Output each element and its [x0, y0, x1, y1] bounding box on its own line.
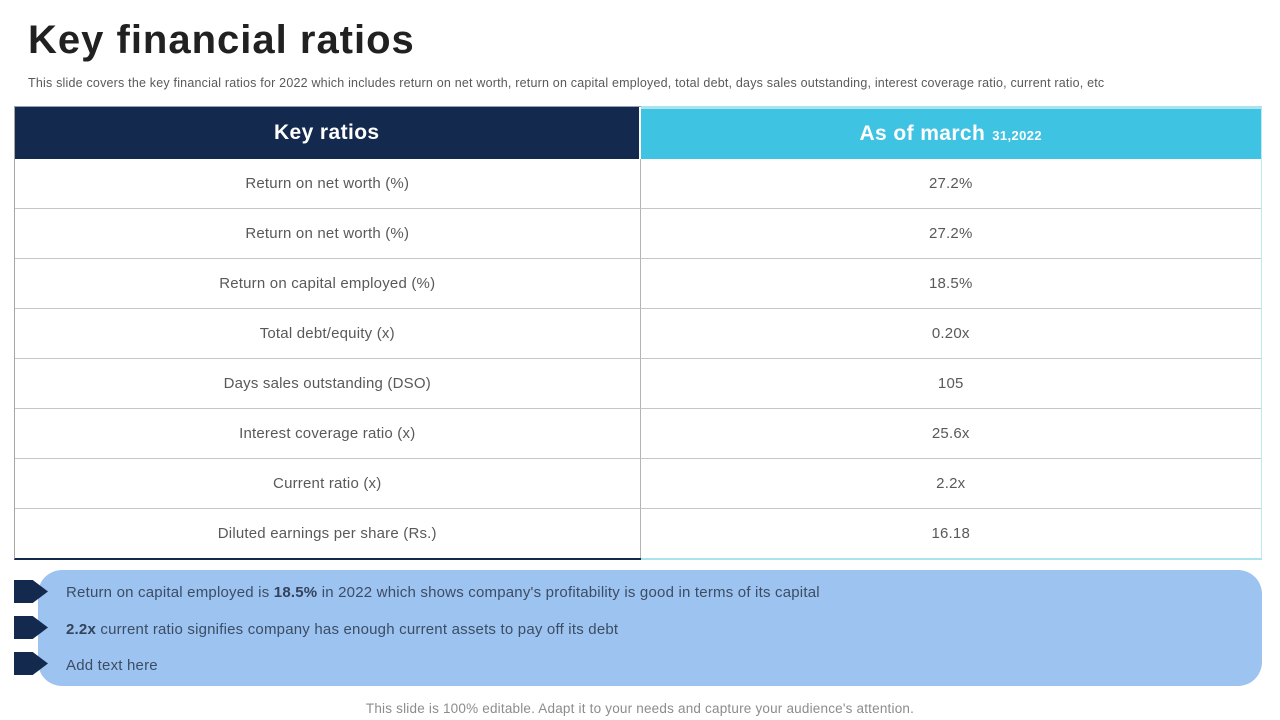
bullet-text-post: current ratio signifies company has enou… — [96, 621, 619, 638]
table-header-key-ratios: Key ratios — [15, 107, 641, 159]
row-label: Return on capital employed (%) — [15, 259, 641, 309]
arrow-right-icon — [14, 580, 48, 603]
footer-note: This slide is 100% editable. Adapt it to… — [365, 701, 915, 716]
callout-bullet-placeholder: Add text here — [66, 657, 158, 674]
row-value: 16.18 — [640, 509, 1261, 558]
row-label: Total debt/equity (x) — [15, 309, 641, 359]
callout-bullet: Return on capital employed is 18.5% in 2… — [66, 584, 820, 601]
arrow-right-icon — [14, 616, 48, 639]
row-value: 25.6x — [640, 409, 1261, 459]
row-label: Diluted earnings per share (Rs.) — [15, 509, 641, 558]
callout-bullet: 2.2x current ratio signifies company has… — [66, 621, 618, 638]
row-label: Interest coverage ratio (x) — [15, 409, 641, 459]
row-value: 0.20x — [640, 309, 1261, 359]
ratios-table-label-column: Key ratios Return on net worth (%) Retur… — [14, 106, 641, 560]
row-label: Current ratio (x) — [15, 459, 641, 509]
callout-box — [38, 570, 1262, 686]
arrow-right-icon — [14, 652, 48, 675]
table-header-date: As of march 31,2022 — [640, 109, 1261, 159]
ratios-table-value-column: As of march 31,2022 27.2% 27.2% 18.5% 0.… — [640, 106, 1262, 560]
bullet-text-pre: Return on capital employed is — [66, 584, 274, 601]
page-subtitle: This slide covers the key financial rati… — [28, 76, 1105, 90]
row-value: 27.2% — [640, 209, 1261, 259]
row-value: 105 — [640, 359, 1261, 409]
page-title: Key financial ratios — [28, 18, 415, 62]
row-label: Return on net worth (%) — [15, 209, 641, 259]
ratios-table: Key ratios Return on net worth (%) Retur… — [14, 106, 1262, 560]
bullet-text-pre: Add text here — [66, 657, 158, 674]
row-label: Days sales outstanding (DSO) — [15, 359, 641, 409]
row-value: 2.2x — [640, 459, 1261, 509]
bullet-text-bold: 2.2x — [66, 621, 96, 638]
row-value: 27.2% — [640, 159, 1261, 209]
row-label: Return on net worth (%) — [15, 159, 641, 209]
table-header-date-sub: 31,2022 — [992, 128, 1043, 143]
row-value: 18.5% — [640, 259, 1261, 309]
table-header-date-main: As of march — [859, 122, 986, 145]
table-header-date-text: As of march 31,2022 — [859, 122, 1042, 146]
bullet-text-post: in 2022 which shows company's profitabil… — [317, 584, 820, 601]
bullet-text-bold: 18.5% — [273, 584, 318, 601]
